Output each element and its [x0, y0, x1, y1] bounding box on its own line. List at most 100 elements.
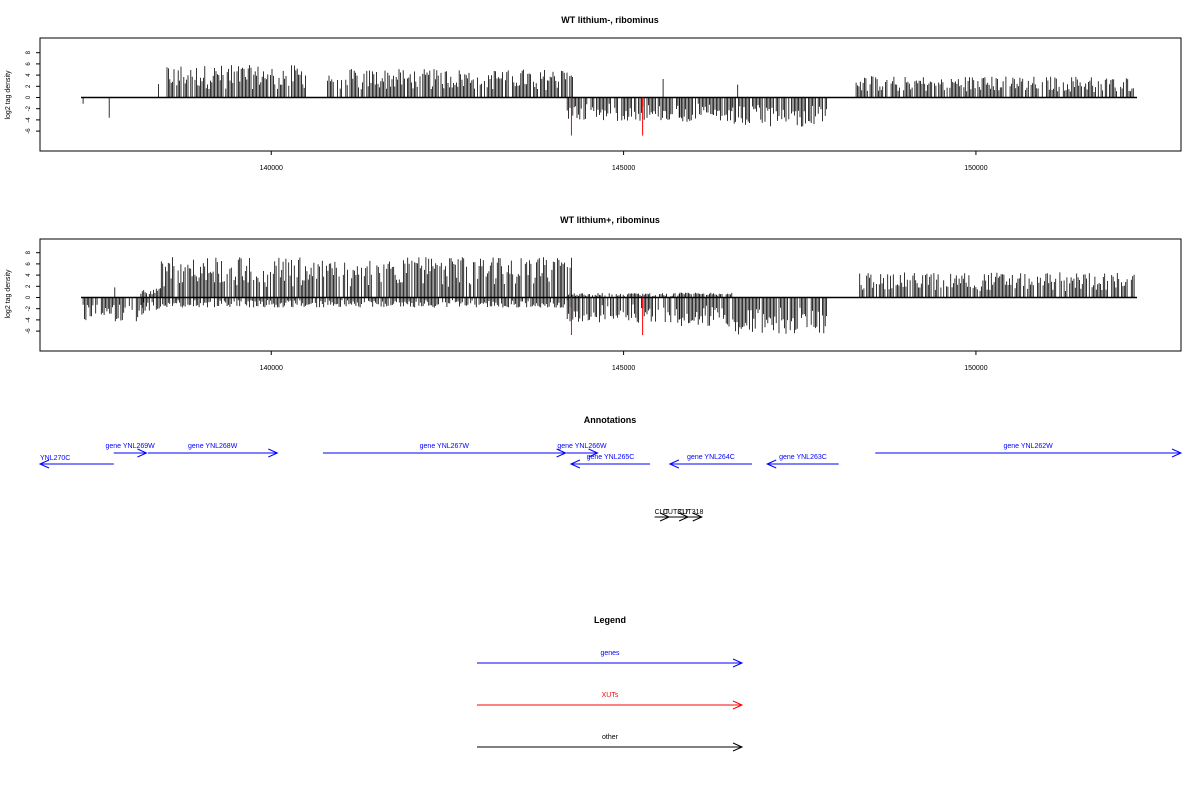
y-tick-label: -2 [26, 305, 32, 311]
signal-segment [566, 293, 680, 323]
signal-bars [81, 65, 1137, 127]
feature-label: gene YNL262W [1003, 443, 1053, 450]
y-tick-label: -6 [26, 328, 32, 334]
annotation-feature: YNL270C [38, 455, 114, 469]
plot-frame [39, 37, 1182, 152]
signal-bars-path [859, 272, 1135, 298]
legend-label: other [602, 734, 619, 741]
feature-label: YNL270C [40, 455, 70, 462]
y-tick-label: 0 [26, 95, 32, 99]
signal-segment [732, 297, 827, 335]
xut-markers [570, 97, 644, 136]
annotation-feature: gene YNL264C [668, 454, 752, 469]
feature-label: gene YNL263C [779, 454, 827, 461]
y-tick-label: 8 [26, 50, 32, 54]
arrowhead-icon [588, 448, 599, 458]
signal-bars-path [166, 65, 306, 98]
legend-entry: genes [477, 650, 744, 668]
arrowhead-icon [1171, 448, 1183, 458]
annotation-feature: gene YNL262W [875, 443, 1183, 458]
annotations-track: Annotations YNL270C gene YNL269W gene YNL2… [38, 415, 1183, 522]
annotation-feature: gene YNL267W [322, 443, 567, 458]
feature-label: gene YNL266W [557, 443, 607, 450]
x-tick-label: 145000 [612, 365, 635, 372]
legend: Legend genes XUTs other [477, 615, 744, 752]
y-axis: 8 6 4 2 0 -2 -4 -6 [26, 250, 40, 334]
annotation-feature: gene YNL265C [569, 454, 651, 469]
arrowhead-icon [137, 448, 148, 458]
y-axis: 8 6 4 2 0 -2 -4 -6 [26, 50, 40, 134]
signal-segment [160, 257, 572, 308]
annotation-feature: gene YNL266W [557, 443, 607, 458]
x-tick-label: 140000 [260, 165, 283, 172]
y-tick-label: -6 [26, 128, 32, 134]
y-tick-label: -4 [26, 117, 32, 123]
legend-title: Legend [594, 615, 626, 625]
x-axis: 140000 145000 150000 [260, 351, 988, 372]
arrowhead-icon [692, 512, 704, 522]
arrowhead-icon [668, 459, 680, 469]
feature-label: CUT [655, 509, 670, 516]
annotations-title: Annotations [584, 415, 637, 425]
y-tick-label: 2 [26, 84, 32, 88]
x-axis: 140000 145000 150000 [260, 151, 988, 172]
feature-label: CUT317 [663, 509, 689, 516]
signal-segment [732, 97, 827, 127]
signal-bars-path [327, 69, 573, 98]
signal-segment [140, 288, 161, 311]
y-tick-label: 4 [26, 273, 32, 277]
signal-segment [679, 292, 733, 327]
feature-label: gene YNL264C [687, 454, 735, 461]
arrowhead-icon [765, 459, 777, 469]
annotation-feature: gene YNL263C [765, 454, 839, 469]
y-tick-label: 2 [26, 284, 32, 288]
y-axis-label: log2 tag density [5, 70, 12, 120]
legend-label: XUTs [602, 692, 619, 699]
panel-wt-lithium-minus: WT lithium-, ribominus log2 tag density … [5, 15, 1182, 172]
y-tick-label: 0 [26, 295, 32, 299]
x-tick-label: 140000 [260, 365, 283, 372]
signal-segment [166, 65, 306, 98]
signal-segment [859, 272, 1135, 298]
feature-label: gene YNL268W [188, 443, 238, 450]
signal-bars-path [679, 97, 733, 122]
signal-segment [327, 69, 573, 98]
feature-label: gene YNL265C [587, 454, 635, 461]
signal-bars-path [679, 292, 733, 327]
annotation-feature: gene YNL269W [105, 443, 155, 458]
feature-label: gene YNL267W [420, 443, 470, 450]
x-tick-label: 150000 [964, 165, 987, 172]
signal-bars-path [732, 97, 827, 127]
y-axis-label: log2 tag density [5, 269, 12, 319]
legend-entries: genes XUTs other [477, 650, 744, 752]
arrowhead-icon [556, 448, 567, 458]
arrowhead-icon [732, 658, 744, 668]
y-tick-label: 6 [26, 262, 32, 266]
signal-bars-path [160, 257, 572, 308]
legend-entry: other [477, 734, 744, 752]
signal-segment [82, 297, 144, 322]
legend-label: genes [600, 650, 620, 657]
signal-bars-path [566, 97, 680, 121]
annotation-feature: CUT318 [677, 509, 704, 522]
y-tick-label: 4 [26, 73, 32, 77]
feature-label: CUT318 [677, 509, 703, 516]
y-tick-label: -4 [26, 317, 32, 323]
y-tick-label: -2 [26, 105, 32, 111]
arrowhead-icon [38, 459, 50, 469]
arrowhead-icon [268, 448, 279, 458]
panel-wt-lithium-plus: WT lithium+, ribominus log2 tag density … [5, 215, 1182, 372]
signal-bars-path [82, 297, 144, 322]
signal-bars [81, 257, 1137, 335]
y-tick-label: 8 [26, 250, 32, 254]
arrowhead-icon [569, 459, 581, 469]
legend-entry: XUTs [477, 692, 744, 710]
arrowhead-icon [732, 742, 744, 752]
signal-bars-path [732, 297, 827, 335]
signal-bars-path [566, 293, 680, 323]
signal-segment [679, 97, 733, 122]
xut-markers [570, 297, 644, 336]
annotation-feature: gene YNL268W [148, 443, 279, 458]
arrowhead-icon [732, 700, 744, 710]
